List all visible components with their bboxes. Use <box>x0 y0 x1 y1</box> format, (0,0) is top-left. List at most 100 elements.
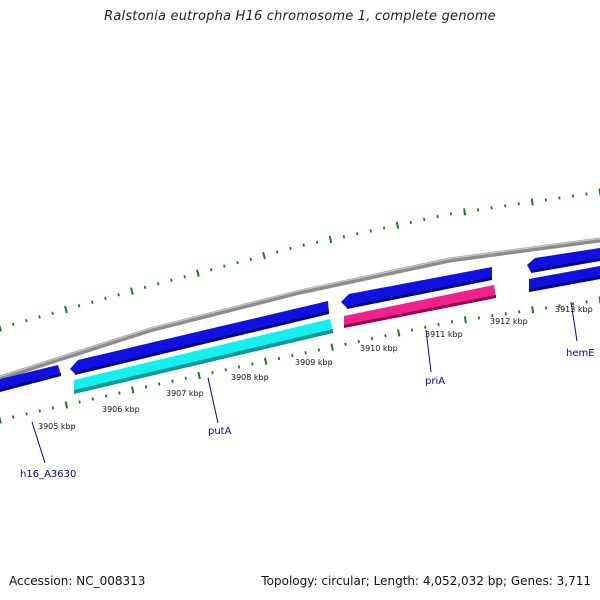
outer-tick <box>117 293 120 297</box>
inner-tick <box>130 386 135 394</box>
outer-tick <box>11 322 15 327</box>
gene-heme-upper-arrow-shade <box>531 258 600 273</box>
outer-tick <box>276 250 279 254</box>
inner-tick <box>144 385 148 389</box>
outer-tick <box>530 198 534 206</box>
inner-tick <box>370 337 374 341</box>
tick-label: 3908 kbp <box>231 373 269 382</box>
outer-tick <box>64 305 68 314</box>
gene-puta-leader <box>207 377 219 424</box>
outer-tick <box>423 217 426 222</box>
inner-tick <box>545 306 548 310</box>
outer-tick <box>249 257 253 261</box>
inner-tick <box>118 391 121 395</box>
inner-tick <box>158 382 161 386</box>
gene-h16-a3630-arrow[interactable] <box>0 365 61 391</box>
outer-tick <box>143 285 147 290</box>
tick-label-group: 3905 kbp 3906 kbp 3907 kbp 3908 kbp 3909… <box>38 305 593 431</box>
outer-tick <box>51 311 54 315</box>
gene-puta-label: putA <box>208 426 232 437</box>
gene-pria-upper-arrow[interactable] <box>341 267 492 308</box>
inner-tick <box>38 409 41 413</box>
inner-tick <box>277 356 281 361</box>
inner-tick <box>344 342 347 346</box>
outer-tick <box>0 324 2 332</box>
inner-tick <box>357 339 360 344</box>
inner-tick <box>263 357 268 365</box>
gene-pria-label: priA <box>425 376 445 387</box>
outer-tick <box>328 235 333 244</box>
outer-tick <box>490 206 493 210</box>
outer-tick <box>38 315 41 319</box>
chromosome-backbone-highlight <box>0 237 600 378</box>
gene-heme-upper-arrow[interactable] <box>527 248 600 272</box>
gene-heme-leader <box>570 301 578 342</box>
inner-tick <box>585 300 588 304</box>
gene-puta-upper-arrow[interactable] <box>70 301 329 374</box>
inner-tick <box>211 370 214 375</box>
tick-label: 3912 kbp <box>490 317 528 326</box>
inner-tick <box>251 362 254 366</box>
inner-tick <box>424 325 427 329</box>
outer-tick <box>183 275 186 279</box>
inner-tick <box>304 351 307 355</box>
gene-pria-arrow-shade <box>344 295 496 328</box>
inner-tick <box>477 316 480 320</box>
chromosome-backbone <box>0 237 600 381</box>
inner-tick <box>104 394 108 398</box>
gene-h16-a3630-arrow-shade <box>0 373 61 392</box>
inner-tick <box>0 416 2 424</box>
gene-heme-arrow-shade <box>529 276 600 292</box>
tick-label: 3911 kbp <box>425 330 463 339</box>
inner-tick <box>78 400 81 404</box>
inner-tick <box>25 412 28 416</box>
gene-pria-leader <box>425 329 432 373</box>
gene-heme[interactable]: hemE <box>527 248 600 359</box>
gene-heme-label: hemE <box>566 348 595 359</box>
outer-tick <box>342 235 346 239</box>
inner-tick <box>518 310 521 314</box>
inner-tick <box>51 406 55 410</box>
tick-label: 3906 kbp <box>102 405 140 414</box>
gene-pria-arrow[interactable] <box>344 285 496 327</box>
outer-tick <box>170 278 173 282</box>
gene-pria[interactable]: priA <box>341 267 496 387</box>
outer-tick <box>196 269 200 277</box>
outer-tick <box>77 304 81 308</box>
outer-tick <box>25 318 28 323</box>
inner-tick <box>437 322 440 327</box>
accession-text: Accession: NC_008313 <box>9 574 146 588</box>
tick-label: 3913 kbp <box>555 305 593 314</box>
gene-h16-a3630[interactable]: h16_A3630 <box>0 365 76 480</box>
outer-tick <box>395 221 400 229</box>
outer-tick <box>463 208 467 216</box>
gene-puta[interactable]: putA <box>70 301 333 437</box>
outer-tick <box>236 260 239 265</box>
outer-tick <box>209 268 213 272</box>
gene-h16-a3630-leader <box>31 421 46 464</box>
gene-puta-upper-arrow-shade <box>75 311 329 375</box>
inner-tick <box>410 328 414 332</box>
gene-heme-arrow[interactable] <box>529 266 600 292</box>
map-title: Ralstonia eutropha H16 chromosome 1, com… <box>104 9 496 24</box>
inner-tick <box>384 334 387 338</box>
genome-stats-text: Topology: circular; Length: 4,052,032 bp… <box>261 574 591 588</box>
outer-tick <box>156 282 160 286</box>
gene-puta-arrow[interactable] <box>74 319 333 392</box>
tick-label: 3909 kbp <box>295 358 333 367</box>
outer-tick <box>91 300 94 304</box>
inner-tick <box>224 368 227 372</box>
outer-tick <box>585 192 588 196</box>
inner-tick <box>463 316 467 324</box>
tick-label: 3907 kbp <box>166 389 204 398</box>
gene-puta-arrow-shade <box>74 329 333 394</box>
inner-tick <box>64 401 69 409</box>
tick-label: 3905 kbp <box>38 422 76 431</box>
gene-h16-a3630-label: h16_A3630 <box>20 469 76 480</box>
inner-tick <box>197 371 201 380</box>
inner-tick <box>397 329 401 337</box>
inner-tick <box>184 376 188 381</box>
gene-track: h16_A3630 putA priA hemE <box>0 248 600 480</box>
inner-tick <box>237 365 241 369</box>
